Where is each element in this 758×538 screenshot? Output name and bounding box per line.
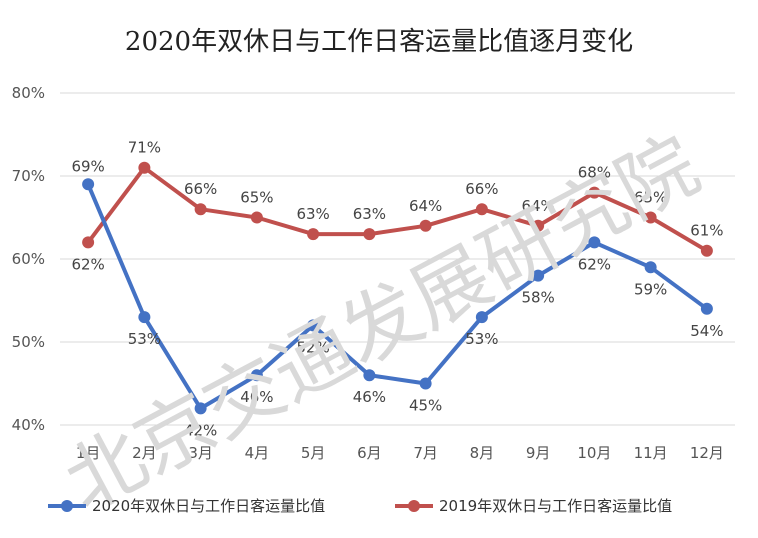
x-tick-label: 10月 [577,444,611,462]
x-axis-ticks: 1月 2月 3月 4月 5月 6月 7月 8月 9月 10月 11月 12月 [76,444,724,462]
y-axis-ticks: 40% 50% 60% 70% 80% [12,84,45,434]
legend-swatch-marker [408,500,420,512]
data-label: 62% [71,255,104,273]
data-point [532,269,545,282]
x-tick-label: 2月 [132,444,157,462]
x-tick-label: 1月 [76,444,101,462]
x-tick-label: 6月 [357,444,382,462]
data-labels: 69% 53% 42% 46% 52% 46% 45% 53% 58% 62% 59% 54% 62% 7… [71,139,723,440]
data-point [419,219,432,232]
data-point [363,369,376,382]
x-tick-label: 9月 [526,444,551,462]
series-line-2019 [86,165,708,253]
series-group [82,161,713,415]
data-point [475,311,488,324]
data-point [250,211,263,224]
gridlines [60,92,735,426]
y-tick-label: 40% [12,416,45,434]
data-point [363,228,376,241]
data-label: 68% [578,164,611,182]
data-point [138,161,151,174]
data-label: 64% [409,197,442,215]
data-point [194,402,207,415]
y-tick-label: 80% [12,84,45,102]
data-label: 62% [578,255,611,273]
x-tick-label: 3月 [188,444,213,462]
chart-title: 2020年双休日与工作日客运量比值逐月变化 [125,27,633,57]
data-point [700,302,713,315]
data-label: 64% [521,197,554,215]
data-label: 54% [690,322,723,340]
data-point [82,178,95,191]
x-tick-label: 8月 [470,444,495,462]
y-tick-label: 50% [12,333,45,351]
data-point [307,319,320,332]
data-point [532,219,545,232]
data-label: 69% [71,157,104,175]
data-label: 66% [465,180,498,198]
data-point [700,244,713,257]
data-label: 66% [184,180,217,198]
data-label: 65% [634,189,667,207]
data-point [307,228,320,241]
data-label: 63% [353,205,386,223]
data-label: 46% [353,388,386,406]
legend-label: 2019年双休日与工作日客运量比值 [439,497,672,515]
data-label: 71% [128,139,161,157]
x-tick-label: 5月 [301,444,326,462]
series-line-2020 [86,183,709,411]
x-tick-label: 11月 [634,444,668,462]
legend-label: 2020年双休日与工作日客运量比值 [92,497,325,515]
data-point [82,236,95,249]
data-point [250,369,263,382]
data-label: 58% [521,289,554,307]
data-point [588,186,601,199]
x-tick-label: 4月 [245,444,270,462]
legend: 2020年双休日与工作日客运量比值 2019年双休日与工作日客运量比值 [48,497,672,515]
data-label: 45% [409,397,442,415]
data-point [644,211,657,224]
data-point [419,377,432,390]
data-point [138,311,151,324]
y-tick-label: 70% [12,167,45,185]
x-tick-label: 7月 [413,444,438,462]
data-label: 59% [634,280,667,298]
data-label: 53% [128,330,161,348]
data-label: 63% [296,205,329,223]
data-point [644,261,657,274]
x-tick-label: 12月 [690,444,724,462]
data-label: 61% [690,222,723,240]
y-tick-label: 60% [12,250,45,268]
data-point [475,203,488,216]
legend-swatch-marker [61,500,73,512]
data-label: 42% [184,421,217,439]
data-point [194,203,207,216]
data-label: 65% [240,189,273,207]
data-label: 52% [296,338,329,356]
data-point [588,236,601,249]
data-label: 53% [465,330,498,348]
data-label: 46% [240,388,273,406]
